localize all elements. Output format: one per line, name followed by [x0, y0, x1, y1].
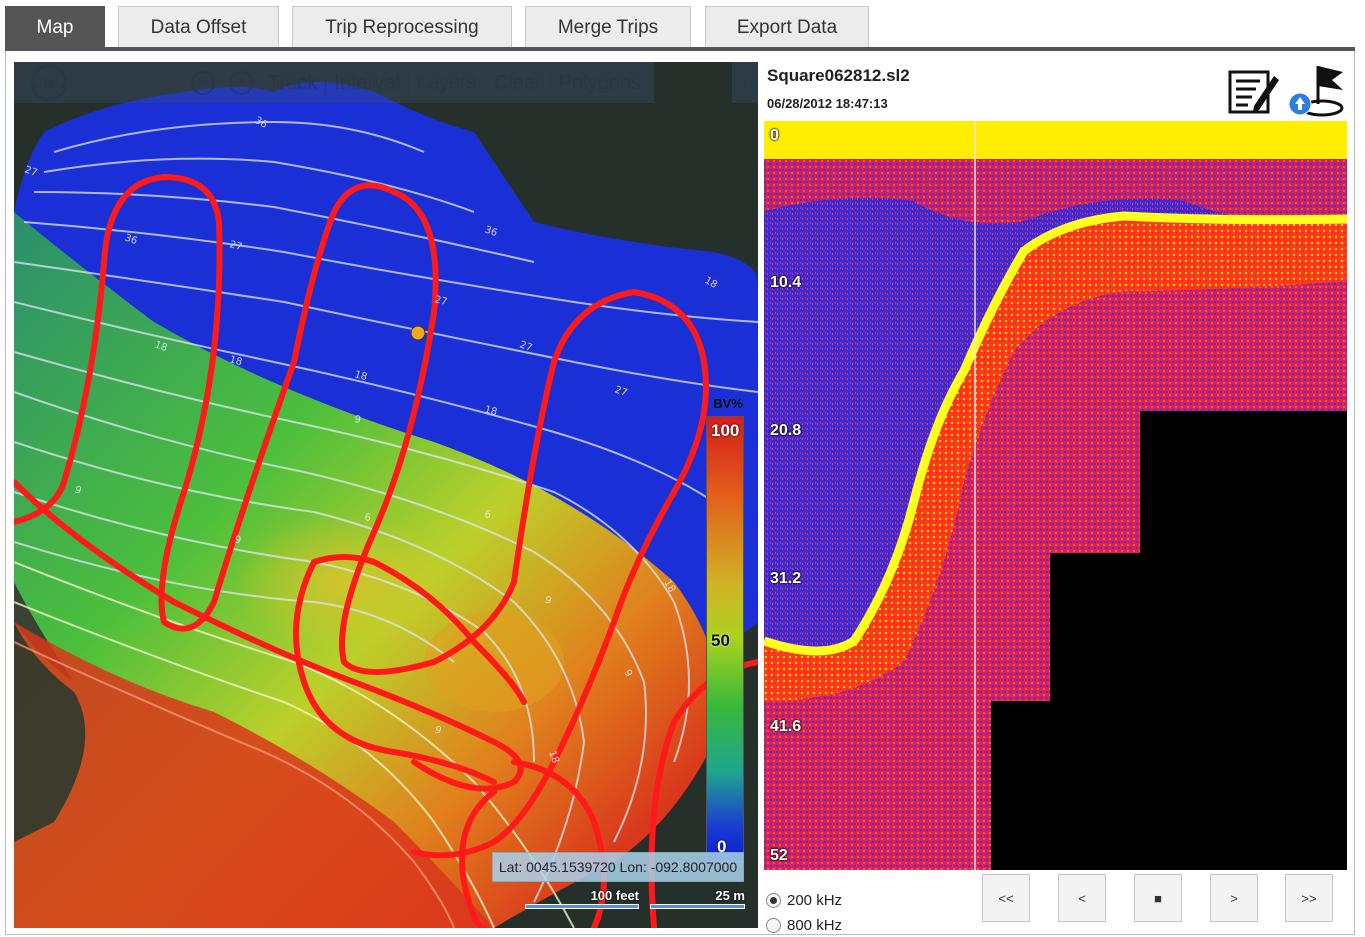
sonar-canvas — [764, 121, 1347, 870]
contour-label: 9 — [353, 414, 361, 426]
map-view[interactable]: 27 36 36 27 18 18 18 27 36 27 18 9 9 9 9… — [14, 62, 758, 928]
toolbar-clear[interactable]: Clear — [486, 71, 551, 94]
contour-label: 18 — [353, 369, 368, 383]
tab-data-offset[interactable]: Data Offset — [118, 6, 279, 48]
contour-label: 6 — [363, 512, 371, 524]
previous-button[interactable]: < — [1058, 874, 1106, 922]
depth-label: 20.8 — [770, 422, 802, 439]
contour-label: 27 — [613, 384, 629, 399]
legend-title: BV% — [713, 396, 743, 411]
contour-label: 18 — [153, 339, 169, 354]
sonar-file-name: Square062812.sl2 — [767, 66, 910, 85]
tab-bar-divider — [5, 47, 1355, 51]
first-button[interactable]: << — [982, 874, 1030, 922]
bv-legend: BV% 100 50 0 — [706, 396, 750, 862]
tab-merge-trips[interactable]: Merge Trips — [525, 6, 691, 48]
cursor-coordinates: Lat: 0045.1539720 Lon: -092.8007000 — [492, 852, 744, 882]
contour-label: 27 — [433, 294, 448, 308]
depth-label: 31.2 — [770, 570, 802, 587]
edit-notes-icon[interactable] — [1228, 66, 1280, 118]
svg-text:▸: ▸ — [61, 80, 66, 91]
chevron-right-icon[interactable]: › — [732, 62, 758, 103]
contour-label: 36 — [483, 224, 499, 239]
contour-label: 36 — [123, 232, 139, 247]
contour-label: 27 — [228, 239, 243, 253]
contour-label: 9 — [433, 724, 443, 737]
contour-label: 18 — [546, 749, 561, 765]
scale-meters: 25 m — [650, 888, 745, 909]
contour-label: 9 — [233, 534, 242, 546]
depth-label: 10.4 — [770, 274, 802, 291]
depth-label: 52 — [770, 847, 788, 864]
contour-label: 18 — [483, 404, 498, 418]
zoom-in-icon[interactable]: + — [229, 70, 253, 95]
boat-position-marker — [410, 325, 426, 341]
toolbar-track[interactable]: Track — [260, 71, 327, 94]
flag-upload-icon[interactable] — [1288, 64, 1344, 117]
contour-label: 27 — [23, 164, 39, 179]
radio-800khz[interactable] — [766, 917, 781, 933]
depth-label: 41.6 — [770, 718, 802, 735]
contour-label: 9 — [621, 668, 634, 679]
map-toolbar: N ◂ ▸ − + Track Interval Layers Clear Po… — [14, 62, 654, 103]
scale-feet: 100 feet — [525, 888, 639, 909]
contour-label: 9 — [543, 594, 553, 607]
svg-text:N: N — [44, 77, 54, 92]
svg-text:◂: ◂ — [31, 80, 36, 91]
contour-label: 27 — [518, 339, 534, 354]
last-button[interactable]: >> — [1285, 874, 1333, 922]
tab-export-data[interactable]: Export Data — [705, 6, 869, 48]
legend-color-bar: 100 50 0 — [706, 416, 744, 862]
legend-min: 0 — [717, 837, 727, 856]
toolbar-polygons[interactable]: Polygons — [558, 71, 641, 94]
toolbar-layers[interactable]: Layers — [409, 71, 486, 94]
next-button[interactable]: > — [1210, 874, 1258, 922]
zoom-out-icon[interactable]: − — [191, 70, 215, 95]
content-frame — [5, 51, 1355, 935]
contour-label: 9 — [73, 484, 83, 497]
contour-label: 6 — [483, 509, 491, 521]
tab-map[interactable]: Map — [5, 6, 105, 48]
legend-mid: 50 — [711, 631, 730, 650]
compass-control[interactable]: N ◂ ▸ — [14, 62, 84, 103]
freq-800-option[interactable]: 800 kHz — [766, 915, 842, 935]
depth-label: 0 — [770, 127, 779, 144]
sonar-file-date: 06/28/2012 18:47:13 — [767, 96, 888, 111]
sonar-display[interactable]: 0 10.4 20.8 31.2 41.6 52 — [764, 121, 1347, 870]
contour-label: 18 — [228, 354, 243, 368]
stop-button[interactable]: ■ — [1134, 874, 1182, 922]
legend-max: 100 — [711, 421, 740, 440]
map-canvas: 27 36 36 27 18 18 18 27 36 27 18 9 9 9 9… — [14, 62, 758, 928]
radio-200khz[interactable] — [766, 893, 781, 908]
freq-200-option[interactable]: 200 kHz — [766, 892, 842, 909]
tab-trip-reprocessing[interactable]: Trip Reprocessing — [292, 6, 512, 48]
compass-icon[interactable]: N ◂ ▸ — [19, 63, 79, 103]
toolbar-interval[interactable]: Interval — [326, 71, 409, 94]
